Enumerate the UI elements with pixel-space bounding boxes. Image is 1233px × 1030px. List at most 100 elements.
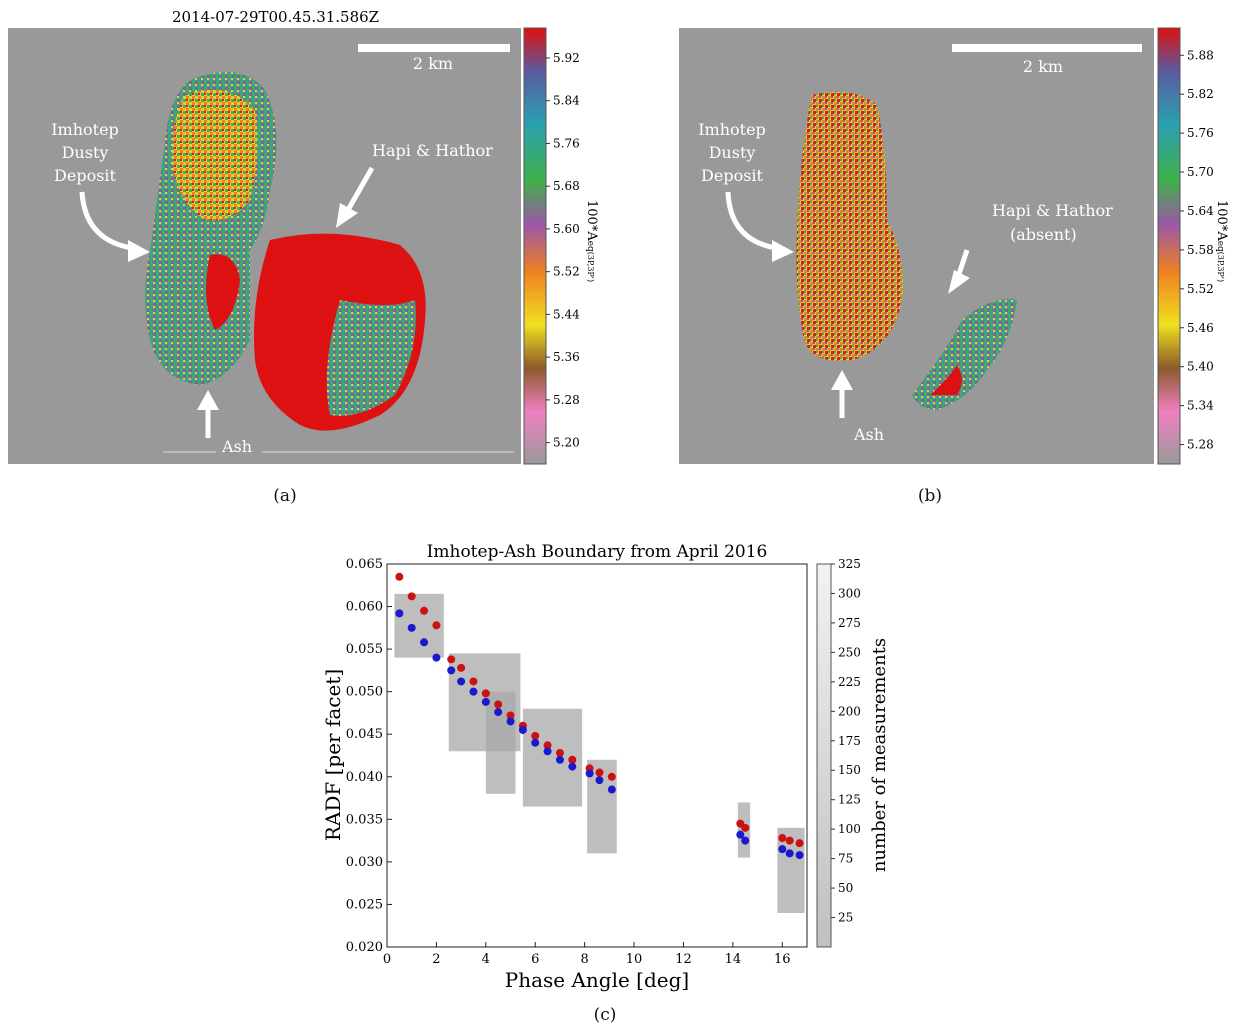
scale-label-b: 2 km bbox=[1023, 57, 1063, 76]
dusty-label-a-1: Imhotep bbox=[51, 120, 119, 139]
colorbar-tick-label: 5.34 bbox=[1187, 399, 1214, 413]
colorbar-a-label: 100*Aeq(3P,3P') bbox=[584, 200, 599, 282]
measurement-colorbar-tick-label: 325 bbox=[838, 557, 861, 571]
blue-series-point bbox=[395, 609, 404, 618]
colorbar-tick-label: 5.20 bbox=[553, 436, 580, 450]
x-tick-label: 10 bbox=[626, 952, 643, 967]
blue-series-point bbox=[543, 747, 552, 756]
colorbar-tick-label: 5.28 bbox=[1187, 438, 1214, 452]
colorbar-tick-label: 5.64 bbox=[1187, 204, 1214, 218]
x-tick-label: 14 bbox=[725, 952, 742, 967]
panel-a-timestamp: 2014-07-29T00.45.31.586Z bbox=[172, 8, 379, 26]
x-tick-label: 8 bbox=[581, 952, 589, 967]
red-series-point bbox=[457, 663, 466, 672]
colorbar-a bbox=[523, 27, 547, 465]
blue-series-point bbox=[585, 769, 594, 778]
red-series-point bbox=[407, 592, 416, 601]
blue-series-point bbox=[741, 836, 750, 845]
colorbar-b bbox=[1157, 27, 1181, 465]
y-tick-label: 0.025 bbox=[346, 897, 383, 912]
blue-series-point bbox=[778, 845, 787, 854]
measurement-colorbar-label: number of measurements bbox=[869, 638, 890, 872]
colorbar-tick-label: 5.88 bbox=[1187, 48, 1214, 62]
y-axis-label: RADF [per facet] bbox=[321, 669, 345, 841]
panel-a: 2014-07-29T00.45.31.586Z 2 km Imhotep Du… bbox=[8, 8, 599, 465]
colorbar-tick-label: 5.58 bbox=[1187, 243, 1214, 257]
measurement-colorbar-tick-label: 25 bbox=[838, 911, 853, 925]
colorbar-b-label: 100*Aeq(3P,3P') bbox=[1214, 200, 1229, 282]
red-series-point bbox=[555, 748, 564, 757]
blue-series-point bbox=[736, 830, 745, 839]
colorbar-tick-label: 5.68 bbox=[553, 179, 580, 193]
blue-series-point bbox=[420, 638, 429, 647]
x-tick-label: 4 bbox=[482, 952, 490, 967]
ash-arrowhead-a bbox=[197, 390, 219, 410]
comet-body-b bbox=[912, 299, 1017, 410]
y-tick-label: 0.055 bbox=[346, 642, 383, 657]
red-series-point bbox=[778, 834, 787, 843]
measurement-colorbar-tick-label: 200 bbox=[838, 704, 861, 718]
measurement-colorbar-tick-label: 300 bbox=[838, 586, 861, 600]
panel-c-chart: Imhotep-Ash Boundary from April 2016 0 2 4… bbox=[321, 542, 890, 992]
colorbar-tick-label: 5.76 bbox=[553, 136, 580, 150]
colorbar-tick-label: 5.70 bbox=[1187, 165, 1214, 179]
measurement-colorbar-ticks: 25 50 75 100 125 150 175 200 225 250 275 300 325 bbox=[831, 557, 861, 925]
dusty-arrow-b bbox=[725, 191, 777, 251]
blue-series-point bbox=[531, 738, 540, 747]
red-series-point bbox=[607, 772, 616, 781]
red-series-point bbox=[785, 836, 794, 845]
measurement-colorbar-tick-label: 100 bbox=[838, 822, 861, 836]
colorbar-b-ticks: 5.88 5.82 5.76 5.70 5.64 5.58 5.52 5.46 5.40 5.34… bbox=[1180, 48, 1214, 452]
measurement-colorbar-tick-label: 75 bbox=[838, 852, 853, 866]
x-tick-label: 2 bbox=[432, 952, 440, 967]
measurement-colorbar-tick-label: 125 bbox=[838, 793, 861, 807]
red-series-point bbox=[447, 655, 456, 664]
blue-series-point bbox=[481, 697, 490, 706]
blue-series-point bbox=[457, 677, 466, 686]
y-tick-label: 0.050 bbox=[346, 685, 383, 700]
hapi-arrowhead-a bbox=[336, 203, 358, 228]
blue-series-point bbox=[407, 623, 416, 632]
colorbar-tick-label: 5.40 bbox=[1187, 360, 1214, 374]
scale-bar-b bbox=[952, 44, 1142, 52]
y-tick-label: 0.040 bbox=[346, 770, 383, 785]
series-group bbox=[395, 572, 804, 860]
measurement-colorbar-tick-label: 275 bbox=[838, 616, 861, 630]
colorbar-tick-label: 5.28 bbox=[553, 393, 580, 407]
comet-dusty-region-a bbox=[172, 90, 258, 221]
dusty-label-a-3: Deposit bbox=[54, 166, 117, 185]
red-series-point bbox=[420, 606, 429, 615]
hapi-label-b-1: Hapi & Hathor bbox=[992, 201, 1113, 220]
red-series-point bbox=[741, 823, 750, 832]
hapi-label-b-2: (absent) bbox=[1010, 225, 1077, 244]
colorbar-tick-label: 5.44 bbox=[553, 307, 580, 321]
dusty-arrow-a bbox=[79, 191, 133, 251]
y-tick-label: 0.020 bbox=[346, 940, 383, 955]
blue-series-point bbox=[785, 849, 794, 858]
colorbar-tick-label: 5.52 bbox=[553, 265, 580, 279]
x-tick-label: 16 bbox=[774, 952, 791, 967]
blue-series-point bbox=[469, 687, 478, 696]
caption-a: (a) bbox=[273, 486, 297, 506]
scale-label-a: 2 km bbox=[413, 54, 453, 73]
comet-red-patch-b bbox=[930, 365, 962, 395]
colorbar-tick-label: 5.36 bbox=[553, 350, 580, 364]
measurement-colorbar-tick-label: 250 bbox=[838, 645, 861, 659]
dusty-label-a-2: Dusty bbox=[62, 143, 109, 162]
blue-series-point bbox=[607, 785, 616, 794]
dusty-arrowhead-a bbox=[128, 240, 150, 262]
y-tick-label: 0.045 bbox=[346, 727, 383, 742]
caption-b: (b) bbox=[917, 486, 943, 506]
red-series-point bbox=[395, 572, 404, 581]
red-series-point bbox=[531, 731, 540, 740]
blue-series-point bbox=[555, 755, 564, 764]
comet-red-patch-a bbox=[206, 254, 240, 330]
x-tick-label: 6 bbox=[531, 952, 539, 967]
y-tick-label: 0.035 bbox=[346, 812, 383, 827]
plot-area bbox=[386, 563, 808, 948]
blue-series-point bbox=[494, 708, 503, 717]
ash-arrowhead-b bbox=[831, 370, 853, 390]
colorbar-tick-label: 5.82 bbox=[1187, 87, 1214, 101]
dusty-label-b-1: Imhotep bbox=[698, 120, 766, 139]
x-ticks: 0 2 4 6 8 10 12 14 16 bbox=[383, 942, 791, 967]
